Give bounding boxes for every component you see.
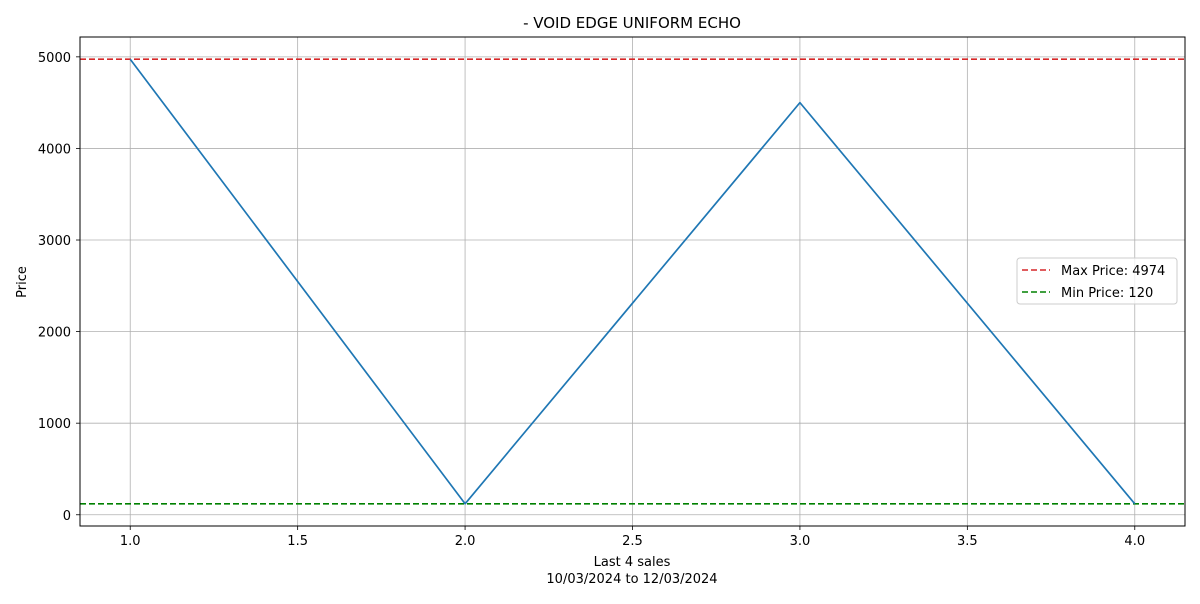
x-tick-label: 3.0 <box>790 534 811 549</box>
y-axis-ticks: 0 1000 2000 3000 4000 5000 <box>38 51 80 524</box>
grid-lines <box>80 37 1185 526</box>
legend-label-max-price: Max Price: 4974 <box>1061 264 1165 279</box>
x-tick-label: 2.5 <box>622 534 643 549</box>
y-tick-label: 4000 <box>38 142 71 157</box>
x-tick-label: 2.0 <box>455 534 476 549</box>
chart-title: - VOID EDGE UNIFORM ECHO <box>523 14 741 32</box>
x-tick-label: 1.5 <box>287 534 308 549</box>
y-axis-label: Price <box>15 266 30 298</box>
x-tick-label: 4.0 <box>1124 534 1145 549</box>
x-axis-label: Last 4 sales <box>594 555 671 570</box>
price-series-line <box>129 58 1136 505</box>
y-tick-label: 2000 <box>38 326 71 341</box>
x-axis-ticks: 1.0 1.5 2.0 2.5 3.0 3.5 4.0 <box>120 526 1145 549</box>
series-lines <box>129 58 1136 505</box>
y-tick-label: 5000 <box>38 51 71 66</box>
legend-box <box>1016 257 1178 305</box>
legend: Max Price: 4974 Min Price: 120 <box>1016 257 1178 305</box>
x-axis-sublabel: 10/03/2024 to 12/03/2024 <box>546 572 717 587</box>
y-tick-label: 0 <box>63 509 71 524</box>
y-tick-label: 1000 <box>38 417 71 432</box>
x-tick-label: 1.0 <box>120 534 141 549</box>
x-tick-label: 3.5 <box>957 534 978 549</box>
reference-lines <box>80 58 1185 505</box>
legend-label-min-price: Min Price: 120 <box>1061 286 1153 301</box>
y-tick-label: 3000 <box>38 234 71 249</box>
